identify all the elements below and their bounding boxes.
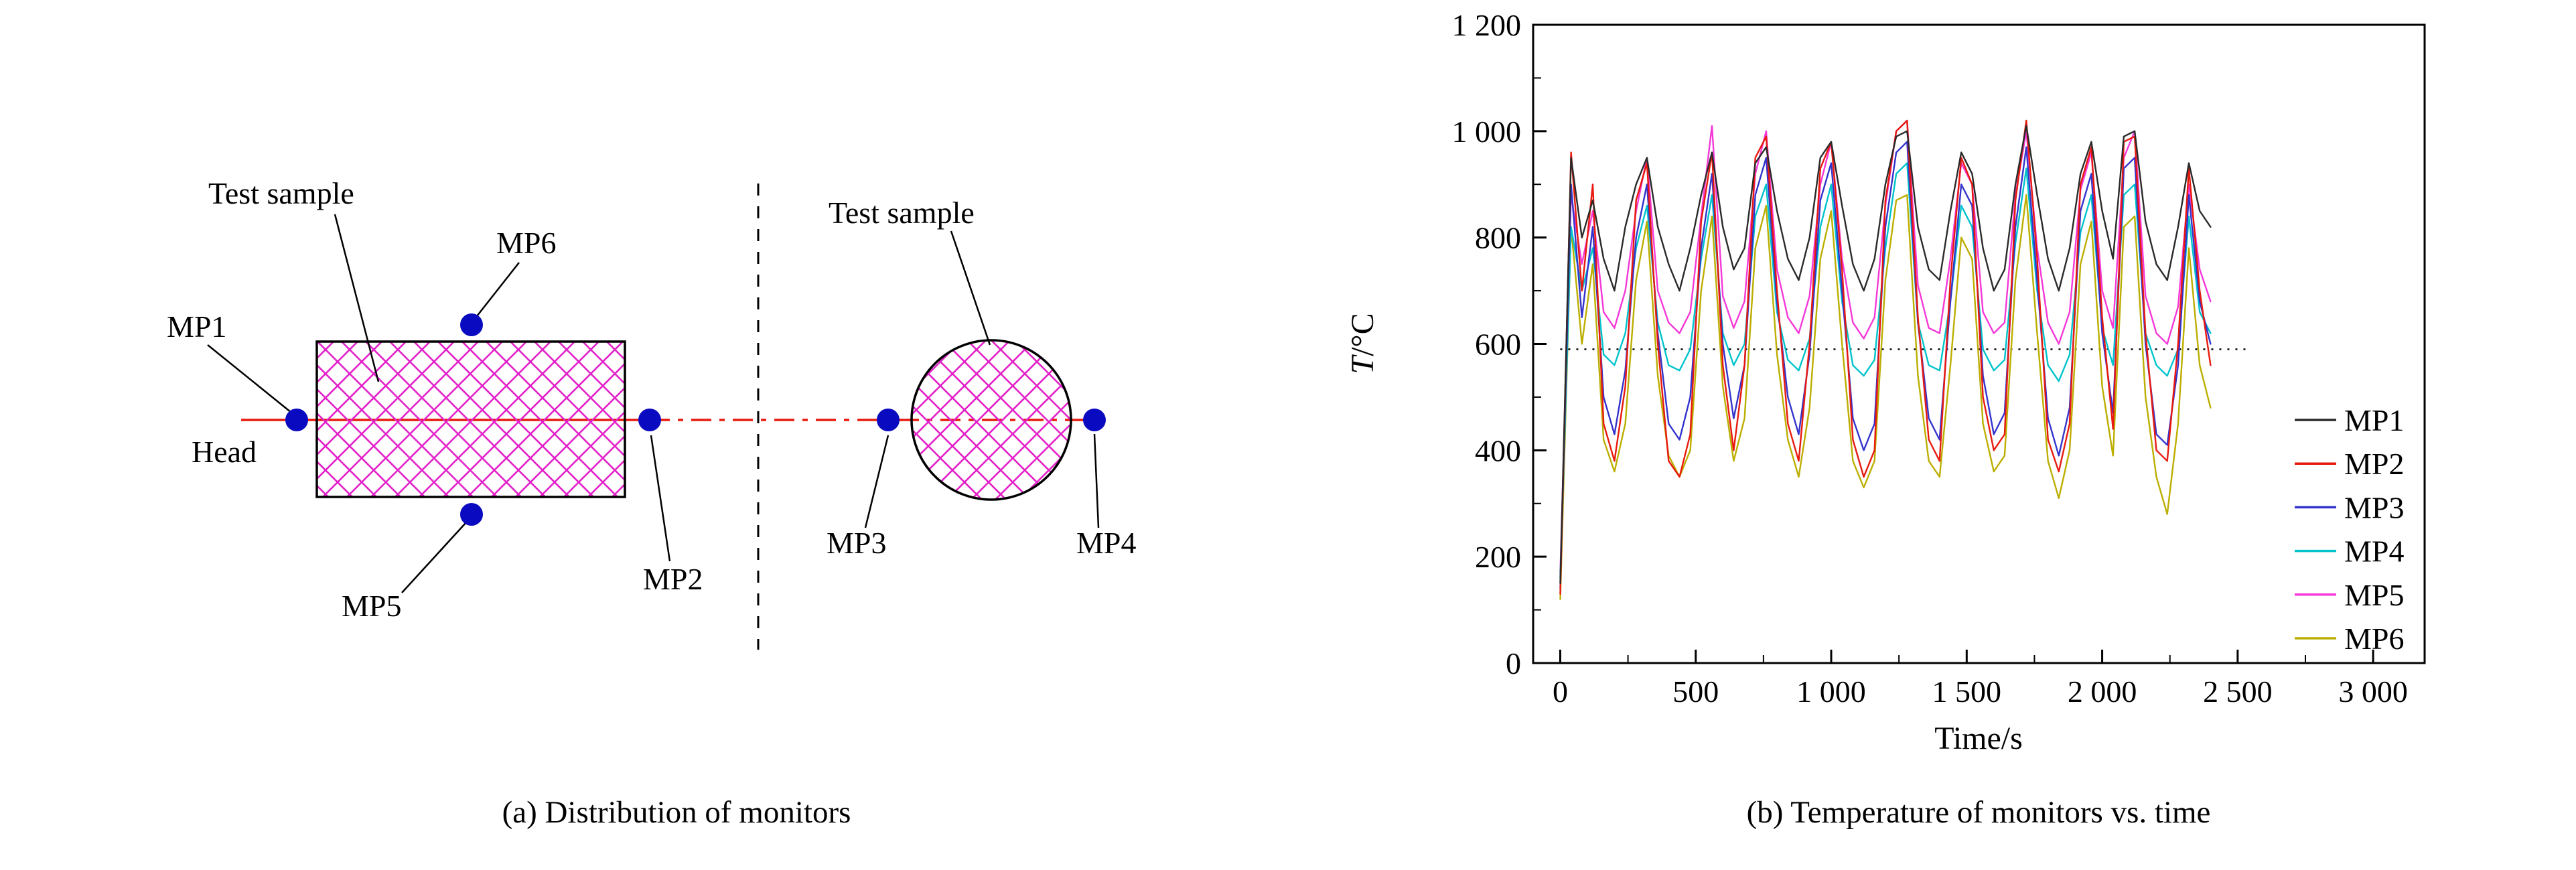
- panel-a-caption: (a) Distribution of monitors: [502, 795, 851, 830]
- series-line-mp1: [1559, 125, 2212, 585]
- mp1-marker: [285, 409, 308, 431]
- y-tick-label: 400: [1475, 433, 1521, 467]
- mp2-marker: [638, 409, 661, 431]
- head-label: Head: [192, 435, 257, 469]
- series-line-mp2: [1559, 119, 2212, 595]
- y-tick-label: 0: [1506, 646, 1521, 680]
- mp3-marker: [877, 409, 900, 431]
- test-sample-circle: [910, 339, 1072, 501]
- pointer-mp2: [650, 435, 671, 562]
- legend-label-mp5: MP5: [2344, 578, 2404, 612]
- pointer-test-sample-left: [334, 214, 380, 382]
- mp6-label: MP6: [496, 226, 556, 260]
- legend-label-mp4: MP4: [2344, 534, 2404, 569]
- mp5-marker: [460, 503, 483, 526]
- y-tick-label: 1 200: [1452, 8, 1522, 42]
- mp4-label: MP4: [1076, 526, 1136, 560]
- series-line-mp3: [1559, 141, 2212, 589]
- pointer-mp1: [207, 344, 292, 413]
- x-tick-label: 3 000: [2338, 674, 2408, 709]
- y-tick-label: 200: [1475, 540, 1521, 574]
- panel-b-caption: (b) Temperature of monitors vs. time: [1747, 795, 2211, 830]
- legend-label-mp3: MP3: [2344, 490, 2404, 524]
- pointer-test-sample-right: [950, 230, 991, 346]
- y-axis-title: T/°C: [1345, 313, 1380, 374]
- test-sample-left-label: Test sample: [208, 176, 354, 210]
- test-sample-rectangle: [315, 340, 626, 498]
- plot-border: [1532, 23, 2426, 664]
- legend-label-mp2: MP2: [2344, 447, 2404, 481]
- pointer-mp5: [401, 522, 467, 593]
- x-axis-title: Time/s: [1934, 721, 2023, 756]
- mp3-label: MP3: [827, 526, 886, 560]
- pointer-mp6: [476, 262, 520, 317]
- mp4-marker: [1083, 409, 1106, 431]
- temperature-chart: T/°C Time/s (b) Temperature of monitors …: [1345, 8, 2426, 830]
- test-sample-right-label: Test sample: [829, 196, 975, 230]
- mp5-label: MP5: [342, 589, 401, 623]
- y-tick-label: 1 000: [1452, 115, 1522, 149]
- mp6-marker: [460, 313, 483, 336]
- y-axis-unit: /°C: [1345, 313, 1380, 356]
- x-tick-label: 0: [1553, 674, 1568, 709]
- x-tick-label: 1 500: [1932, 674, 2002, 709]
- legend-label-mp1: MP1: [2344, 403, 2404, 437]
- monitor-distribution-diagram: Test sample MP6 MP1 Head MP5 MP2 Test sa…: [167, 176, 1136, 830]
- pointer-mp4: [1093, 433, 1100, 528]
- x-tick-label: 2 000: [2068, 674, 2137, 709]
- pointer-mp3: [864, 435, 889, 528]
- x-tick-label: 2 500: [2203, 674, 2273, 709]
- x-tick-label: 1 000: [1796, 674, 1866, 709]
- legend-label-mp6: MP6: [2344, 622, 2404, 656]
- y-axis-symbol: T: [1345, 354, 1380, 374]
- mp1-label: MP1: [167, 309, 226, 344]
- y-tick-label: 600: [1475, 328, 1521, 362]
- mp2-label: MP2: [643, 562, 703, 596]
- x-tick-label: 500: [1672, 674, 1719, 709]
- y-tick-label: 800: [1475, 221, 1521, 255]
